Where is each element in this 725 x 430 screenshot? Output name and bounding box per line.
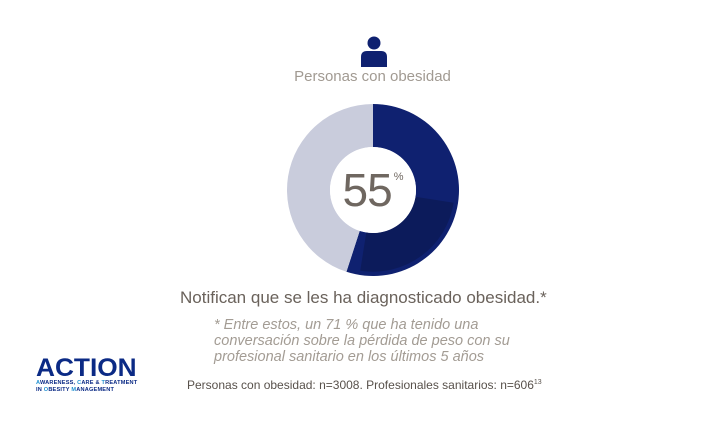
donut-slice-1 (287, 104, 373, 272)
donut-chart (287, 104, 459, 276)
source-reference: 13 (533, 379, 542, 386)
source-text: Personas con obesidad: n=3008. Profesion… (187, 378, 534, 392)
donut-slice-0 (346, 104, 459, 276)
group-label: Personas con obesidad (294, 68, 451, 85)
center-value: 55 % (330, 147, 416, 233)
donut-hole (330, 147, 416, 233)
footnote: * Entre estos, un 71 % que ha tenido una… (214, 317, 510, 365)
headline: Notifican que se les ha diagnosticado ob… (180, 288, 547, 307)
percent-sign: % (393, 171, 404, 183)
logo-wordmark: ACTION (36, 354, 137, 382)
source-note: Personas con obesidad: n=3008. Profesion… (187, 378, 542, 392)
action-logo: ACTION AWARENESS, CARE & TREATMENT IN OB… (36, 356, 137, 394)
logo-tagline-1: AWARENESS, CARE & TREATMENT (36, 380, 138, 386)
person-icon (361, 36, 387, 67)
logo-tagline-2: IN OBESITY MANAGEMENT (36, 387, 115, 393)
percent-value: 55 (342, 164, 393, 216)
donut-shading (360, 196, 454, 272)
